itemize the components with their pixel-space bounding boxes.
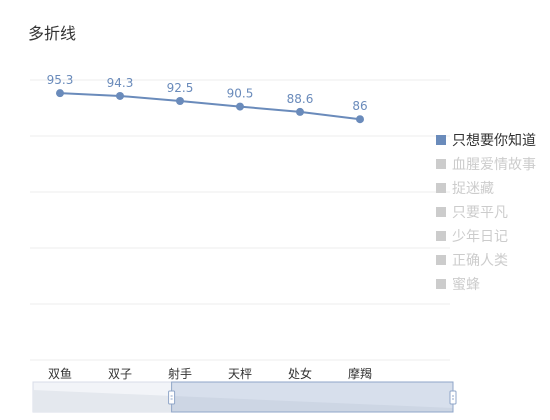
legend-item[interactable]: 蜜蜂 bbox=[436, 272, 536, 296]
data-point[interactable] bbox=[296, 107, 304, 116]
legend-item[interactable]: 只想要你知道 bbox=[436, 128, 536, 152]
x-axis: 双鱼 双子 射手 天枰 处女 摩羯 bbox=[48, 366, 372, 381]
legend-item[interactable]: 血腥爱情故事 bbox=[436, 152, 536, 176]
data-point[interactable] bbox=[236, 102, 244, 111]
legend-swatch bbox=[436, 279, 446, 289]
zoom-handle[interactable] bbox=[168, 390, 176, 405]
data-label: 92.5 bbox=[167, 81, 194, 95]
legend-item[interactable]: 少年日记 bbox=[436, 224, 536, 248]
series-layer: 95.3 94.3 92.5 90.5 88.6 86 bbox=[47, 73, 368, 124]
x-tick-label: 处女 bbox=[288, 366, 312, 381]
data-label: 94.3 bbox=[107, 76, 134, 90]
data-point[interactable] bbox=[176, 97, 184, 105]
data-zoom-slider[interactable] bbox=[32, 381, 457, 413]
legend-label: 少年日记 bbox=[452, 229, 508, 245]
zoom-handle[interactable] bbox=[449, 390, 457, 405]
data-label: 95.3 bbox=[47, 73, 74, 87]
x-tick-label: 双鱼 bbox=[48, 367, 72, 381]
legend-item[interactable]: 正确人类 bbox=[436, 248, 536, 272]
data-point[interactable] bbox=[56, 89, 64, 98]
legend-label: 捉迷藏 bbox=[452, 181, 494, 197]
legend-swatch bbox=[436, 159, 446, 169]
legend: 只想要你知道 血腥爱情故事 捉迷藏只要平凡少年日记正确人类蜜蜂 bbox=[436, 128, 536, 296]
gridlines bbox=[30, 79, 450, 361]
legend-swatch bbox=[436, 255, 446, 265]
legend-label: 蜜蜂 bbox=[452, 277, 480, 293]
data-point[interactable] bbox=[356, 115, 364, 124]
data-label: 90.5 bbox=[227, 87, 254, 101]
zoom-shadow bbox=[33, 390, 453, 412]
legend-swatch bbox=[436, 135, 446, 145]
legend-swatch bbox=[436, 231, 446, 241]
data-label: 88.6 bbox=[287, 92, 314, 106]
legend-label: 只要平凡 bbox=[452, 205, 508, 221]
x-tick-label: 双子 bbox=[108, 367, 132, 381]
x-tick-label: 天枰 bbox=[228, 367, 252, 381]
data-point[interactable] bbox=[116, 91, 124, 100]
data-label: 86 bbox=[352, 99, 367, 113]
legend-label: 血腥爱情故事 bbox=[452, 157, 536, 173]
legend-label: 只想要你知道 bbox=[452, 133, 536, 149]
x-tick-label: 摩羯 bbox=[348, 366, 372, 381]
series-line bbox=[59, 92, 361, 121]
x-tick-label: 射手 bbox=[168, 366, 192, 381]
chart-title: 多折线 bbox=[28, 24, 77, 43]
legend-item[interactable]: 只要平凡 bbox=[436, 200, 536, 224]
legend-swatch bbox=[436, 183, 446, 193]
legend-swatch bbox=[436, 207, 446, 217]
legend-label: 正确人类 bbox=[452, 253, 508, 269]
zoom-window[interactable] bbox=[171, 381, 454, 413]
legend-item[interactable]: 捉迷藏 bbox=[436, 176, 536, 200]
